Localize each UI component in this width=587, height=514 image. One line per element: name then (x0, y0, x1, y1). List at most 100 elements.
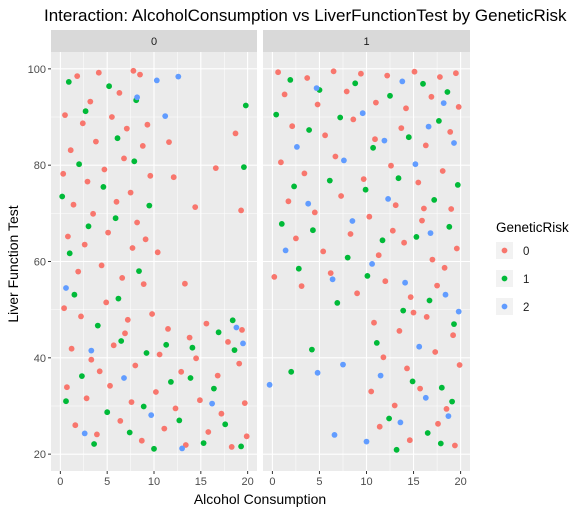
x-tick-label: 5 (104, 476, 110, 488)
data-point-geneticrisk-0 (239, 327, 245, 333)
x-tick-label: 15 (407, 476, 419, 488)
data-point-geneticrisk-0 (278, 159, 284, 166)
data-point-geneticrisk-2 (331, 432, 338, 438)
data-point-geneticrisk-0 (372, 136, 378, 143)
data-point-geneticrisk-0 (354, 290, 360, 297)
data-point-geneticrisk-0 (124, 316, 131, 323)
data-point-geneticrisk-0 (95, 69, 102, 76)
x-tick-label: 10 (148, 476, 160, 488)
data-point-geneticrisk-0 (98, 262, 105, 269)
data-point-geneticrisk-1 (446, 223, 453, 230)
data-point-geneticrisk-2 (385, 196, 391, 202)
data-point-geneticrisk-0 (398, 125, 405, 131)
y-axis-title: Liver Function Test (5, 205, 21, 322)
data-point-geneticrisk-2 (153, 77, 160, 84)
data-point-geneticrisk-1 (295, 265, 302, 272)
data-point-geneticrisk-0 (139, 143, 146, 149)
data-point-geneticrisk-0 (389, 227, 396, 234)
data-point-geneticrisk-1 (140, 403, 147, 410)
data-point-geneticrisk-0 (153, 389, 159, 395)
data-point-geneticrisk-0 (238, 207, 245, 214)
data-point-geneticrisk-0 (70, 201, 77, 208)
data-point-geneticrisk-0 (84, 178, 91, 185)
data-point-geneticrisk-1 (94, 322, 101, 329)
data-point-geneticrisk-0 (366, 213, 373, 220)
data-point-geneticrisk-0 (432, 349, 439, 355)
data-point-geneticrisk-1 (163, 341, 170, 348)
data-point-geneticrisk-0 (170, 174, 177, 181)
data-point-geneticrisk-0 (415, 179, 422, 186)
data-point-geneticrisk-0 (406, 437, 413, 444)
data-point-geneticrisk-2 (240, 340, 246, 347)
data-point-geneticrisk-0 (182, 280, 188, 287)
data-point-geneticrisk-0 (60, 170, 67, 177)
data-point-geneticrisk-0 (62, 112, 68, 118)
data-point-geneticrisk-1 (306, 127, 312, 133)
data-point-geneticrisk-0 (423, 314, 430, 320)
facet-strip (263, 30, 470, 52)
data-point-geneticrisk-0 (401, 239, 407, 246)
data-point-geneticrisk-1 (278, 221, 285, 227)
data-point-geneticrisk-1 (200, 440, 207, 446)
facet-strip-label: 0 (151, 36, 157, 48)
data-point-geneticrisk-0 (289, 123, 296, 130)
data-point-geneticrisk-1 (309, 346, 315, 353)
data-point-geneticrisk-1 (151, 445, 157, 452)
data-point-geneticrisk-1 (344, 254, 351, 261)
data-point-geneticrisk-2 (399, 78, 406, 85)
data-point-geneticrisk-1 (326, 177, 333, 184)
data-point-geneticrisk-0 (271, 274, 278, 280)
data-point-geneticrisk-0 (236, 360, 243, 367)
data-point-geneticrisk-0 (218, 410, 225, 417)
data-point-geneticrisk-1 (334, 300, 341, 306)
data-point-geneticrisk-2 (63, 285, 69, 291)
data-point-geneticrisk-0 (140, 281, 147, 287)
data-point-geneticrisk-2 (294, 144, 300, 150)
data-point-geneticrisk-0 (360, 176, 367, 183)
data-point-geneticrisk-0 (101, 166, 108, 173)
data-point-geneticrisk-1 (395, 175, 402, 182)
data-point-geneticrisk-0 (450, 332, 456, 339)
data-point-geneticrisk-2 (455, 308, 462, 315)
data-point-geneticrisk-2 (397, 419, 404, 426)
data-point-geneticrisk-2 (209, 400, 216, 407)
data-point-geneticrisk-1 (66, 250, 73, 257)
data-point-geneticrisk-1 (146, 202, 153, 209)
data-point-geneticrisk-0 (72, 422, 79, 429)
data-point-geneticrisk-0 (311, 209, 318, 216)
data-point-geneticrisk-0 (87, 98, 94, 105)
data-point-geneticrisk-1 (189, 344, 196, 351)
data-point-geneticrisk-0 (117, 418, 124, 424)
data-point-geneticrisk-2 (363, 438, 370, 445)
data-point-geneticrisk-2 (412, 161, 419, 168)
data-point-geneticrisk-0 (456, 362, 463, 368)
y-tick-label: 60 (34, 257, 46, 269)
data-point-geneticrisk-1 (386, 415, 392, 422)
legend-swatch (501, 303, 508, 310)
data-point-geneticrisk-0 (410, 309, 417, 316)
data-point-geneticrisk-0 (304, 75, 311, 81)
data-point-geneticrisk-0 (301, 170, 308, 177)
data-point-geneticrisk-1 (131, 158, 138, 165)
data-point-geneticrisk-2 (121, 375, 127, 381)
data-point-geneticrisk-0 (455, 104, 462, 110)
data-point-geneticrisk-1 (373, 340, 380, 346)
data-point-geneticrisk-0 (132, 362, 139, 369)
data-point-geneticrisk-0 (81, 241, 88, 248)
legend-swatch (501, 275, 508, 282)
data-point-geneticrisk-0 (338, 193, 344, 199)
data-point-geneticrisk-0 (212, 165, 219, 172)
data-point-geneticrisk-1 (112, 215, 119, 222)
data-point-geneticrisk-1 (229, 317, 236, 324)
data-point-geneticrisk-0 (105, 229, 111, 236)
data-point-geneticrisk-0 (127, 189, 134, 196)
data-point-geneticrisk-0 (79, 120, 86, 127)
data-point-geneticrisk-2 (313, 85, 320, 91)
x-tick-label: 5 (316, 476, 322, 488)
legend: GeneticRisk 0 1 2 (496, 220, 569, 315)
data-point-geneticrisk-1 (431, 197, 438, 203)
data-point-geneticrisk-1 (451, 321, 457, 327)
data-point-geneticrisk-2 (442, 291, 449, 298)
data-point-geneticrisk-0 (178, 368, 185, 375)
